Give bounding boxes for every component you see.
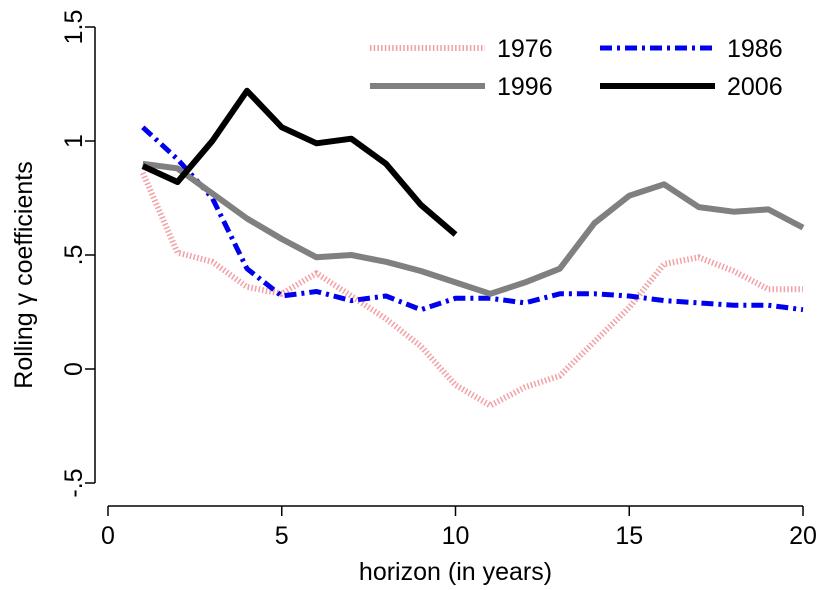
series-line-1986: [141, 125, 804, 313]
x-tick-label: 15: [615, 522, 643, 550]
series-line-1976: [140, 171, 803, 409]
legend: 1976 1986 1996 2006: [370, 35, 783, 101]
legend-label-1976: 1976: [497, 35, 553, 63]
y-tick-label: 1.5: [60, 10, 88, 45]
series-layer: [140, 87, 805, 409]
x-tick-label: 5: [275, 522, 289, 550]
y-tick-label: 0: [60, 362, 88, 376]
axes: -.5 0 .5 1 1.5 0 5 10 15 20: [60, 10, 817, 550]
legend-label-1996: 1996: [497, 73, 553, 101]
y-tick-label: -.5: [60, 468, 88, 497]
y-tick-label: .5: [60, 245, 88, 266]
y-axis-title: Rolling γ coefficients: [10, 161, 38, 388]
x-tick-label: 10: [442, 522, 470, 550]
x-tick-label: 20: [789, 522, 817, 550]
series-line-2006: [141, 87, 458, 237]
y-tick-label: 1: [60, 134, 88, 148]
legend-label-1986: 1986: [727, 35, 783, 63]
x-axis-title: horizon (in years): [359, 558, 552, 586]
x-tick-label: 0: [101, 522, 115, 550]
legend-label-2006: 2006: [727, 73, 783, 101]
series-line-1996: [142, 160, 805, 297]
